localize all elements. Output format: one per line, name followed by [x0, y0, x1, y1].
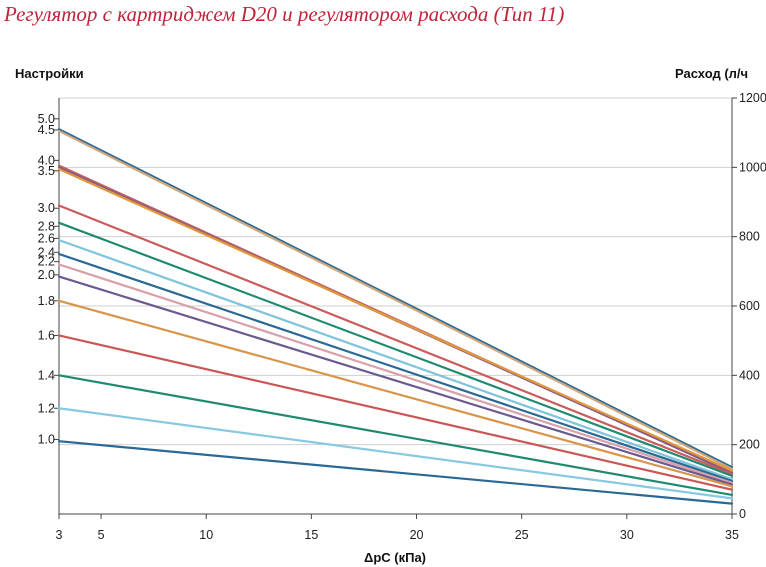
- series-line-9: [57, 252, 734, 483]
- axes: [54, 97, 737, 519]
- setting-label-2.2: 2.2: [38, 255, 55, 269]
- right-tick-label-200: 200: [739, 438, 760, 452]
- right-tick-label-400: 400: [739, 368, 760, 382]
- x-tick-label-15: 15: [304, 528, 318, 542]
- setting-label-1.0: 1.0: [38, 432, 55, 446]
- series-line-11: [57, 275, 734, 486]
- setting-label-3.5: 3.5: [38, 164, 55, 178]
- setting-label-2.6: 2.6: [38, 231, 55, 245]
- setting-label-4.0: 4.0: [38, 153, 55, 167]
- series-line-6: [57, 204, 734, 476]
- setting-label-1.6: 1.6: [38, 328, 55, 342]
- series-line-13: [57, 334, 734, 491]
- x-tick-label-30: 30: [620, 528, 634, 542]
- series-line-5: [57, 167, 734, 472]
- setting-label-5.0: 5.0: [38, 112, 55, 126]
- series-line-10: [57, 263, 734, 484]
- setting-label-1.2: 1.2: [38, 401, 55, 415]
- setting-label-3.0: 3.0: [38, 201, 55, 215]
- x-tick-label-10: 10: [199, 528, 213, 542]
- series-line-8: [57, 239, 734, 481]
- right-tick-label-1200: 1200: [739, 91, 766, 105]
- setting-label-2.4: 2.4: [38, 245, 55, 259]
- right-tick-label-600: 600: [739, 299, 760, 313]
- x-axis-title: ΔpC (кПа): [364, 550, 426, 565]
- series-line-15: [57, 407, 734, 500]
- chart-title: Регулятор с картриджем D20 и регулятором…: [4, 2, 565, 26]
- grid-lines: [59, 97, 732, 446]
- series-line-16: [57, 440, 734, 505]
- series-line-14: [57, 374, 734, 497]
- y-axis-title-left: Настройки: [15, 66, 84, 81]
- y-axis-title-right: Расход (л/ч: [675, 66, 748, 81]
- right-tick-label-1000: 1000: [739, 160, 766, 174]
- right-tick-label-800: 800: [739, 230, 760, 244]
- setting-label-1.4: 1.4: [38, 368, 55, 382]
- series-lines: [57, 128, 734, 505]
- setting-label-2.8: 2.8: [38, 219, 55, 233]
- axis-labels: 3 5 10 15 20 25 30 350200400600800100012005.04.…: [38, 91, 766, 542]
- series-line-7: [57, 221, 734, 477]
- x-tick-label-35: 35: [725, 528, 739, 542]
- right-tick-label-0: 0: [739, 507, 746, 521]
- x-tick-label-3: 3: [56, 528, 63, 542]
- setting-label-1.8: 1.8: [38, 294, 55, 308]
- series-line-1: [57, 128, 734, 469]
- series-line-12: [57, 299, 734, 488]
- x-tick-label-20: 20: [410, 528, 424, 542]
- setting-label-4.5: 4.5: [38, 123, 55, 137]
- setting-label-2.0: 2.0: [38, 268, 55, 282]
- series-line-2: [57, 129, 734, 471]
- x-tick-label-5: 5: [98, 528, 105, 542]
- x-tick-label-25: 25: [515, 528, 529, 542]
